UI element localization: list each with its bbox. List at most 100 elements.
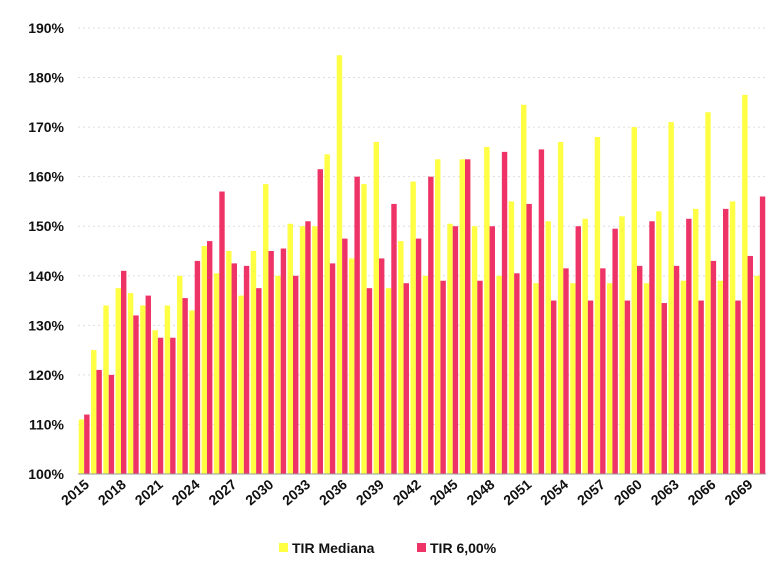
y-tick-label: 120% bbox=[28, 367, 64, 383]
bar-tir-mediana-2057 bbox=[594, 137, 601, 474]
bar-tir-mediana-2026 bbox=[213, 273, 220, 474]
bar-tir-600-2042 bbox=[415, 238, 422, 474]
bar-tir-600-2049 bbox=[501, 151, 508, 474]
bar-tir-600-2041 bbox=[403, 283, 409, 474]
bar-tir-600-2045 bbox=[452, 226, 459, 474]
bar-tir-600-2023 bbox=[182, 298, 188, 474]
bar-tir-600-2064 bbox=[686, 218, 692, 474]
bar-tir-600-2050 bbox=[514, 273, 520, 474]
bar-tir-mediana-2067 bbox=[717, 280, 723, 474]
legend-label-tir-600: TIR 6,00% bbox=[430, 540, 497, 556]
bar-tir-600-2033 bbox=[305, 221, 311, 474]
bar-tir-mediana-2052 bbox=[533, 283, 539, 474]
bar-tir-mediana-2036 bbox=[336, 55, 343, 474]
x-tick-label: 2033 bbox=[279, 476, 313, 508]
bar-tir-mediana-2035 bbox=[324, 154, 330, 474]
x-tick-label: 2021 bbox=[132, 476, 166, 508]
y-tick-label: 160% bbox=[28, 169, 64, 185]
bars bbox=[78, 55, 766, 475]
bar-tir-600-2069 bbox=[747, 255, 753, 474]
bar-tir-mediana-2045 bbox=[447, 223, 453, 474]
y-tick-label: 150% bbox=[28, 218, 64, 234]
bar-tir-mediana-2053 bbox=[545, 221, 551, 474]
bar-tir-mediana-2024 bbox=[189, 310, 195, 474]
bar-tir-600-2058 bbox=[612, 228, 618, 474]
x-tick-label: 2030 bbox=[242, 476, 276, 508]
bar-tir-mediana-2027 bbox=[226, 251, 232, 474]
bar-tir-600-2029 bbox=[256, 288, 262, 474]
bar-tir-600-2016 bbox=[96, 369, 102, 474]
bar-tir-mediana-2062 bbox=[656, 211, 662, 474]
bar-tir-mediana-2050 bbox=[508, 201, 515, 474]
x-tick-label: 2051 bbox=[500, 476, 534, 508]
y-tick-label: 140% bbox=[28, 268, 64, 284]
bar-tir-600-2018 bbox=[121, 270, 127, 474]
bar-tir-600-2066 bbox=[710, 260, 717, 474]
y-tick-label: 130% bbox=[28, 317, 64, 333]
bar-tir-mediana-2042 bbox=[410, 181, 416, 474]
legend-swatch-tir-mediana bbox=[279, 543, 288, 552]
bar-tir-mediana-2065 bbox=[693, 208, 699, 474]
bar-tir-mediana-2051 bbox=[521, 104, 527, 475]
bar-tir-600-2024 bbox=[194, 260, 201, 474]
bar-tir-600-2070 bbox=[759, 196, 766, 474]
bar-tir-mediana-2040 bbox=[385, 288, 392, 474]
bar-tir-600-2028 bbox=[243, 265, 250, 474]
y-tick-label: 100% bbox=[28, 466, 64, 482]
y-tick-label: 170% bbox=[28, 119, 64, 135]
bar-tir-mediana-2031 bbox=[275, 275, 281, 474]
bar-tir-600-2057 bbox=[600, 268, 606, 474]
bar-tir-600-2034 bbox=[317, 169, 323, 474]
bar-tir-mediana-2046 bbox=[459, 159, 465, 475]
x-tick-label: 2057 bbox=[574, 476, 608, 508]
bar-tir-mediana-2022 bbox=[164, 305, 171, 474]
bar-tir-600-2022 bbox=[170, 337, 176, 474]
bar-tir-600-2051 bbox=[526, 203, 532, 474]
y-tick-label: 110% bbox=[29, 416, 65, 432]
bar-tir-600-2052 bbox=[538, 149, 545, 474]
x-tick-label: 2018 bbox=[95, 476, 129, 508]
bar-tir-600-2056 bbox=[587, 300, 594, 474]
bar-tir-mediana-2068 bbox=[729, 201, 736, 474]
bar-tir-600-2053 bbox=[551, 300, 557, 474]
bar-tir-600-2067 bbox=[723, 208, 729, 474]
bar-tir-600-2047 bbox=[477, 280, 483, 474]
bar-tir-mediana-2037 bbox=[349, 258, 355, 474]
bar-tir-mediana-2030 bbox=[263, 184, 269, 474]
bar-tir-600-2065 bbox=[698, 300, 704, 474]
bar-tir-mediana-2054 bbox=[557, 141, 564, 474]
bar-tir-600-2036 bbox=[342, 238, 348, 474]
bar-tir-600-2015 bbox=[84, 414, 90, 474]
bar-tir-600-2032 bbox=[293, 275, 299, 474]
x-tick-label: 2027 bbox=[205, 476, 239, 508]
bar-tir-600-2017 bbox=[108, 374, 115, 474]
bar-tir-600-2035 bbox=[329, 263, 336, 474]
bar-tir-600-2039 bbox=[379, 258, 385, 474]
bar-tir-mediana-2056 bbox=[582, 218, 588, 474]
bar-tir-600-2054 bbox=[563, 268, 569, 474]
x-tick-label: 2069 bbox=[721, 476, 755, 508]
bar-tir-mediana-2017 bbox=[103, 305, 109, 474]
bar-tir-mediana-2061 bbox=[643, 283, 650, 474]
y-tick-label: 190% bbox=[28, 20, 64, 36]
legend-swatch-tir-600 bbox=[417, 543, 426, 552]
bar-tir-mediana-2019 bbox=[127, 293, 134, 474]
bar-tir-mediana-2020 bbox=[140, 305, 146, 474]
bar-tir-mediana-2015 bbox=[78, 419, 85, 474]
bar-tir-mediana-2059 bbox=[619, 216, 625, 475]
bar-tir-600-2061 bbox=[649, 221, 655, 474]
bar-tir-600-2044 bbox=[440, 280, 446, 474]
bar-tir-mediana-2048 bbox=[484, 146, 490, 474]
bar-tir-mediana-2029 bbox=[250, 251, 257, 474]
x-tick-label: 2054 bbox=[537, 476, 571, 508]
bar-tir-mediana-2044 bbox=[435, 159, 441, 475]
bar-tir-mediana-2034 bbox=[312, 226, 318, 474]
bar-tir-600-2040 bbox=[391, 203, 397, 474]
x-tick-label: 2042 bbox=[390, 476, 424, 508]
bar-tir-mediana-2060 bbox=[631, 127, 637, 474]
bar-tir-600-2048 bbox=[489, 226, 495, 474]
x-tick-label: 2060 bbox=[611, 476, 645, 508]
bar-tir-600-2019 bbox=[133, 315, 139, 474]
x-tick-label: 2063 bbox=[648, 476, 682, 508]
